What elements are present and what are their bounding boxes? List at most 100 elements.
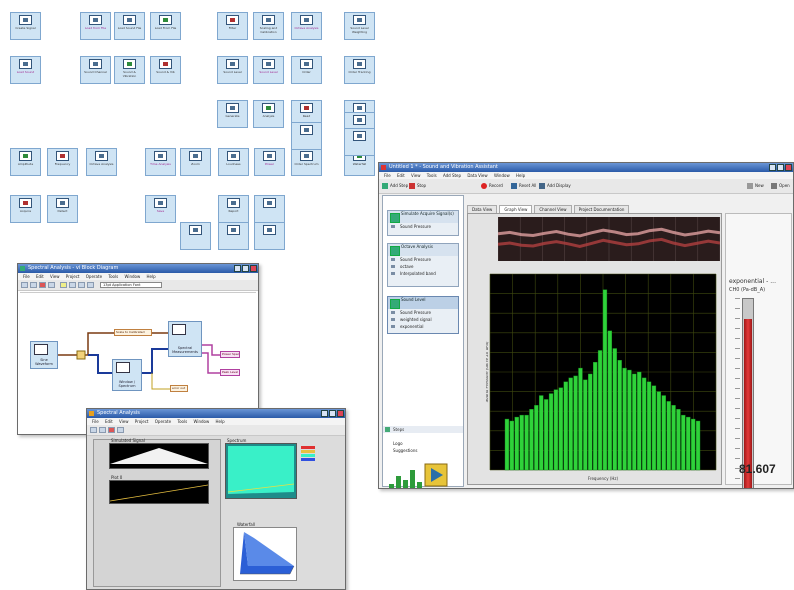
vi-palette-item[interactable]: Create Signal (10, 12, 41, 40)
vi-palette-item[interactable]: Sound Level (217, 56, 248, 84)
menu-file[interactable]: File (384, 173, 391, 178)
new-button[interactable]: New (747, 182, 764, 190)
vi-palette-item[interactable]: Sound & Vib (150, 56, 181, 84)
menu-tools[interactable]: Tools (426, 173, 437, 178)
menu-edit[interactable]: Edit (35, 274, 44, 279)
error-out-terminal[interactable]: error out (170, 385, 188, 392)
add-display-button[interactable]: Add Display (539, 182, 571, 190)
vi-palette-item[interactable]: Acquire (10, 195, 41, 223)
step-sound-level-row[interactable]: weighted signal (388, 316, 458, 323)
vi-palette-item[interactable] (254, 222, 285, 250)
record-button[interactable]: Record (481, 182, 503, 190)
vi-palette-item[interactable]: Load Sound File (114, 12, 145, 40)
step-octave-row[interactable]: Interpolated band (388, 270, 458, 277)
menu-help[interactable]: Help (516, 173, 526, 178)
step-sound-level[interactable]: Sound Level Sound Pressure weighted sign… (387, 296, 459, 334)
vi-palette-item[interactable] (344, 128, 375, 156)
waterfall-graph[interactable] (498, 217, 720, 261)
vi-palette-item[interactable] (180, 222, 211, 250)
vi-palette-item[interactable]: Time Analysis (145, 148, 176, 176)
menu-file[interactable]: File (23, 274, 30, 279)
pause-icon[interactable] (48, 282, 55, 288)
menu-tools[interactable]: Tools (177, 419, 188, 424)
step-out-icon[interactable] (87, 282, 94, 288)
vi-palette-item[interactable]: Detect (47, 195, 78, 223)
step-octave[interactable]: Octave Analysis Sound Pressure octave In… (387, 243, 459, 287)
step-over-icon[interactable] (78, 282, 85, 288)
vi-palette-item[interactable]: Generate (217, 100, 248, 128)
vi-palette-item[interactable]: Load Sound (10, 56, 41, 84)
run-continuous-icon[interactable] (30, 282, 37, 288)
close-button[interactable] (337, 410, 344, 417)
simulated-signal-graph[interactable] (109, 443, 209, 469)
scale-node[interactable]: Scale to Calibrated (114, 329, 152, 336)
vi-palette-item[interactable] (254, 195, 285, 223)
menu-view[interactable]: View (411, 173, 421, 178)
abort-icon[interactable] (39, 282, 46, 288)
vi-palette-item[interactable]: Zoom (180, 148, 211, 176)
vi-palette-item[interactable] (218, 222, 249, 250)
menu-window[interactable]: Window (124, 274, 141, 279)
menu-tools[interactable]: Tools (108, 274, 119, 279)
maximize-button[interactable] (242, 265, 249, 272)
step-octave-row[interactable]: octave (388, 263, 458, 270)
menu-file[interactable]: File (92, 419, 99, 424)
step-into-icon[interactable] (69, 282, 76, 288)
run-arrow-icon[interactable] (21, 282, 28, 288)
vi-palette-item[interactable]: Save (145, 195, 176, 223)
menu-view[interactable]: View (50, 274, 60, 279)
vi-palette-item[interactable]: Analyze (253, 100, 284, 128)
vi-palette-item[interactable]: Order Tracking (344, 56, 375, 84)
step-octave-row[interactable]: Sound Pressure (388, 256, 458, 263)
maximize-button[interactable] (329, 410, 336, 417)
vi-palette-item[interactable]: Scaling and Calibration (253, 12, 284, 40)
menu-operate[interactable]: Operate (85, 274, 103, 279)
sine-waveform-node[interactable]: Sine Waveform (30, 341, 58, 369)
vi-palette-item[interactable]: Sound Channel (80, 56, 111, 84)
run-continuous-icon[interactable] (99, 427, 106, 433)
stop-button[interactable]: Stop (409, 182, 426, 190)
vi-palette-item[interactable]: Order Spectrum (291, 148, 322, 176)
highlight-icon[interactable] (60, 282, 67, 288)
vi-palette-item[interactable]: Octave Analysis (86, 148, 117, 176)
vi-palette-item[interactable]: Sound & Vibration (114, 56, 145, 84)
open-button[interactable]: Open (771, 182, 790, 190)
abort-icon[interactable] (108, 427, 115, 433)
vi-palette-item[interactable]: Filter (217, 12, 248, 40)
step-sound-level-row[interactable]: Sound Pressure (388, 309, 458, 316)
vi-palette-item[interactable]: Octave Analysis (291, 12, 322, 40)
vi-palette-item[interactable]: Power (254, 148, 285, 176)
octave-spectrum-graph[interactable]: Frequency (Hz) Sound Pressure (dB re 20 u… (486, 272, 718, 484)
menu-add-step[interactable]: Add Step (442, 173, 462, 178)
logo-link[interactable]: Logo (393, 441, 403, 446)
vi-palette-item[interactable] (291, 122, 322, 150)
peak-level-terminal[interactable]: Peak Level (220, 369, 240, 376)
tab-data-view[interactable]: Data View (467, 205, 498, 213)
minimize-button[interactable] (234, 265, 241, 272)
menu-window[interactable]: Window (193, 419, 210, 424)
vi-palette-item[interactable]: Load From File (150, 12, 181, 40)
add-step-button[interactable]: Add Step (382, 182, 408, 190)
power-spectrum-terminal[interactable]: Power Spectrum (220, 351, 240, 358)
font-select[interactable]: 13pt Application Font (100, 282, 162, 288)
menu-window[interactable]: Window (493, 173, 510, 178)
tab-project-documentation[interactable]: Project Documentation (573, 205, 630, 213)
menu-edit[interactable]: Edit (104, 419, 113, 424)
minimize-button[interactable] (769, 164, 776, 171)
menu-data-view[interactable]: Data View (467, 173, 488, 178)
vi-palette-item[interactable]: Load from File (80, 12, 111, 40)
spectral-measurements-node[interactable]: Spectral Measurements (168, 321, 202, 357)
close-button[interactable] (785, 164, 792, 171)
plot0-graph[interactable] (109, 480, 209, 504)
window-spectrum-node[interactable]: Window / Spectrum (112, 359, 142, 391)
tab-graph-view[interactable]: Graph View (499, 205, 533, 213)
vi-palette-item[interactable]: Sound Level Weighting (344, 12, 375, 40)
minimize-button[interactable] (321, 410, 328, 417)
vi-palette-item[interactable]: Report (218, 195, 249, 223)
menu-help[interactable]: Help (146, 274, 156, 279)
pause-icon[interactable] (117, 427, 124, 433)
vi-palette-item[interactable]: Order (291, 56, 322, 84)
menu-project[interactable]: Project (134, 419, 149, 424)
reset-all-button[interactable]: Reset All (511, 182, 536, 190)
vi-palette-item[interactable]: Sound Level (253, 56, 284, 84)
